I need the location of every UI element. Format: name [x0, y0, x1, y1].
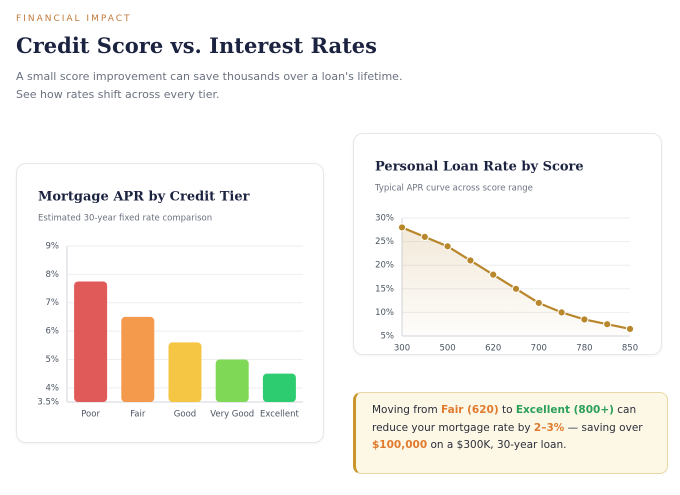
x-tick-label: 620: [485, 344, 501, 354]
callout-text: on a $300K, 30-year loan.: [427, 439, 567, 451]
bar: [262, 373, 296, 402]
chart-subtitle: Estimated 30-year fixed rate comparison: [38, 214, 212, 224]
y-tick-label: 30%: [375, 214, 394, 224]
x-tick-label: 780: [576, 344, 592, 354]
y-tick-label: 5%: [46, 355, 60, 365]
callout-text: — saving over: [564, 421, 643, 434]
y-tick-label: 10%: [375, 308, 394, 318]
callout-text: 2–3%: [533, 421, 565, 434]
callout-text: can reduce your mortgage rate by: [372, 404, 637, 434]
x-tick-label: 500: [439, 344, 455, 354]
bar-card: Mortgage APR by Credit Tier Estimated 30-…: [16, 163, 324, 443]
y-tick-label: 7%: [46, 298, 60, 308]
x-tick-label: Poor: [81, 410, 100, 420]
x-tick-label: Good: [174, 410, 196, 420]
callout-text: Excellent (800+): [515, 404, 614, 416]
bar: [74, 281, 108, 402]
point: [580, 315, 589, 324]
y-tick-label: 6%: [46, 327, 60, 337]
eyebrow: FINANCIAL IMPACT: [16, 14, 132, 24]
bar-chart: Mortgage APR by Credit Tier Estimated 30-…: [37, 190, 303, 420]
point: [511, 284, 521, 293]
chart-subtitle: Typical APR curve across score range: [374, 184, 533, 194]
chart-title: Mortgage APR by Credit Tier: [38, 190, 250, 205]
x-tick-label: Very Good: [210, 410, 254, 420]
point: [466, 256, 475, 265]
line-area: [402, 227, 630, 336]
y-tick-label: 9%: [46, 242, 60, 252]
point: [625, 324, 635, 334]
line-card: Personal Loan Rate by Score Typical APR c…: [353, 133, 662, 355]
x-tick-label: 700: [531, 344, 547, 354]
page-title: Credit Score vs. Interest Rates: [16, 33, 377, 58]
y-tick-label: 3.5%: [37, 398, 59, 408]
x-tick-label: 300: [394, 344, 410, 354]
bar: [215, 359, 249, 402]
y-tick-label: 8%: [46, 270, 60, 280]
y-tick-label: 20%: [375, 261, 394, 271]
bar: [168, 342, 202, 402]
y-tick-label: 25%: [375, 237, 394, 247]
callout-text: $100,000: [372, 439, 428, 451]
point: [489, 270, 498, 279]
point: [557, 308, 566, 317]
bar: [121, 316, 155, 402]
chart-title: Personal Loan Rate by Score: [375, 160, 584, 175]
y-tick-label: 5%: [381, 332, 395, 342]
y-tick-label: 15%: [375, 284, 394, 294]
y-tick-label: 4%: [46, 383, 60, 393]
callout-text: Fair (620): [441, 404, 499, 416]
point: [534, 298, 543, 308]
point: [603, 320, 612, 329]
callout-text: Moving from: [372, 404, 442, 416]
callout-text: to: [498, 404, 516, 416]
point: [420, 232, 429, 241]
point: [443, 242, 452, 251]
point: [397, 223, 407, 232]
page-subtitle: A small score improvement can save thous…: [16, 70, 403, 101]
line-chart: Personal Loan Rate by Score Typical APR c…: [374, 160, 638, 354]
x-tick-label: Fair: [130, 410, 146, 420]
x-tick-label: Excellent: [260, 410, 299, 420]
x-tick-label: 850: [622, 344, 638, 354]
callout: Moving from Fair (620) to Excellent (800…: [353, 392, 668, 474]
